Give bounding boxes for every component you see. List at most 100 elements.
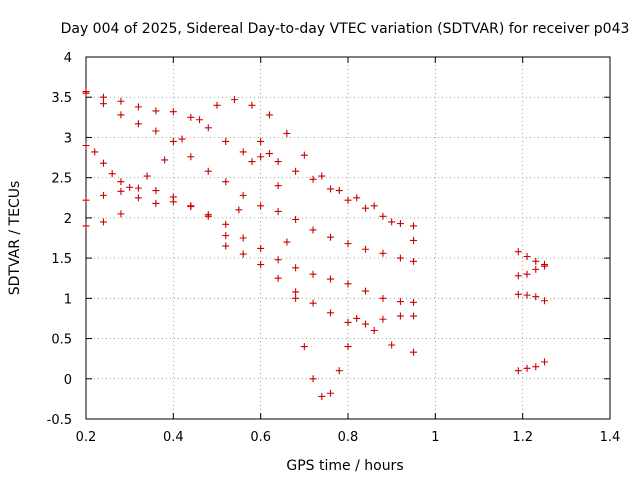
data-point: [309, 375, 317, 383]
data-point: [178, 135, 186, 143]
data-point: [91, 148, 99, 156]
data-point: [292, 264, 300, 272]
data-point: [396, 254, 404, 262]
data-point: [161, 156, 169, 164]
data-point: [283, 129, 291, 137]
data-point: [257, 153, 265, 161]
y-tick-label: 1: [64, 292, 72, 307]
data-point: [152, 187, 160, 195]
data-point: [274, 274, 282, 282]
data-point: [169, 137, 177, 145]
x-tick-label: 1: [431, 430, 439, 445]
data-point: [187, 153, 195, 161]
data-point: [257, 244, 265, 252]
data-point: [187, 202, 195, 210]
data-point: [82, 222, 90, 230]
data-point: [99, 218, 107, 226]
data-point: [204, 212, 212, 220]
data-point: [514, 272, 522, 280]
y-tick-label: 0: [64, 373, 72, 388]
data-point: [239, 250, 247, 258]
data-point: [388, 218, 396, 226]
data-point: [344, 196, 352, 204]
data-point: [353, 194, 361, 202]
data-point: [327, 233, 335, 241]
data-point: [523, 253, 531, 261]
data-point: [344, 240, 352, 248]
series-sat-track-4: [82, 194, 417, 328]
data-point: [532, 265, 540, 273]
data-point: [396, 220, 404, 228]
data-point: [318, 172, 326, 180]
data-point: [523, 270, 531, 278]
data-point: [82, 196, 90, 204]
x-axis-label: GPS time / hours: [286, 458, 403, 474]
data-point: [410, 312, 417, 320]
data-point: [222, 232, 230, 240]
data-point: [292, 167, 300, 175]
data-point: [235, 206, 243, 214]
data-point: [134, 184, 142, 192]
data-point: [274, 256, 282, 264]
data-point: [143, 172, 151, 180]
data-point: [117, 111, 125, 119]
data-point: [410, 222, 417, 230]
series-sat-track-1: [82, 89, 417, 230]
data-point: [117, 210, 125, 218]
x-tick-label: 0.6: [250, 430, 271, 445]
data-point: [99, 93, 107, 101]
data-point: [292, 288, 300, 296]
data-point: [248, 101, 256, 109]
series-sat-track-7: [514, 248, 548, 270]
data-point: [222, 178, 230, 186]
series-sat-track-8: [514, 261, 548, 280]
x-tick-label: 0.4: [163, 430, 184, 445]
data-point: [523, 291, 531, 299]
data-point: [126, 183, 134, 191]
data-point: [309, 270, 317, 278]
data-point: [152, 107, 160, 115]
data-point: [187, 113, 195, 121]
data-point: [265, 111, 273, 119]
data-point: [388, 341, 396, 349]
data-point: [361, 287, 369, 295]
data-point: [117, 178, 125, 186]
data-point: [410, 298, 417, 306]
data-point: [134, 103, 142, 111]
data-point: [230, 96, 238, 104]
data-point: [300, 343, 308, 351]
data-point: [532, 257, 540, 265]
data-point: [344, 318, 352, 326]
data-point: [222, 242, 230, 250]
data-point: [410, 257, 417, 265]
series-sat-track-2: [82, 88, 417, 265]
data-point: [239, 191, 247, 199]
data-point: [265, 150, 273, 158]
tick-layer: 0.2 0.4 0.6 0.8 1 1.2 1.4 -0.5 0 0.5 1 1.5 2 2.5 3 3.5 4: [47, 51, 621, 445]
data-point: [222, 137, 230, 145]
data-point: [327, 185, 335, 193]
data-point: [353, 314, 361, 322]
data-point: [361, 204, 369, 212]
y-axis-label: SDTVAR / TECUs: [7, 181, 23, 296]
data-point: [152, 199, 160, 207]
data-point: [361, 320, 369, 328]
y-tick-label: 4: [64, 51, 72, 66]
data-point: [204, 167, 212, 175]
y-tick-label: 2.5: [51, 172, 72, 187]
data-point: [396, 312, 404, 320]
series-sat-track-10: [514, 358, 548, 375]
data-point: [532, 293, 540, 301]
data-point: [344, 343, 352, 351]
data-point: [292, 294, 300, 302]
data-point: [344, 280, 352, 288]
data-point: [108, 170, 116, 178]
x-tick-label: 0.2: [76, 430, 97, 445]
data-point: [257, 261, 265, 269]
data-point: [99, 191, 107, 199]
data-point: [152, 127, 160, 135]
data-point: [222, 220, 230, 228]
chart-title: Day 004 of 2025, Sidereal Day-to-day VTE…: [61, 21, 630, 37]
data-point: [379, 315, 387, 323]
